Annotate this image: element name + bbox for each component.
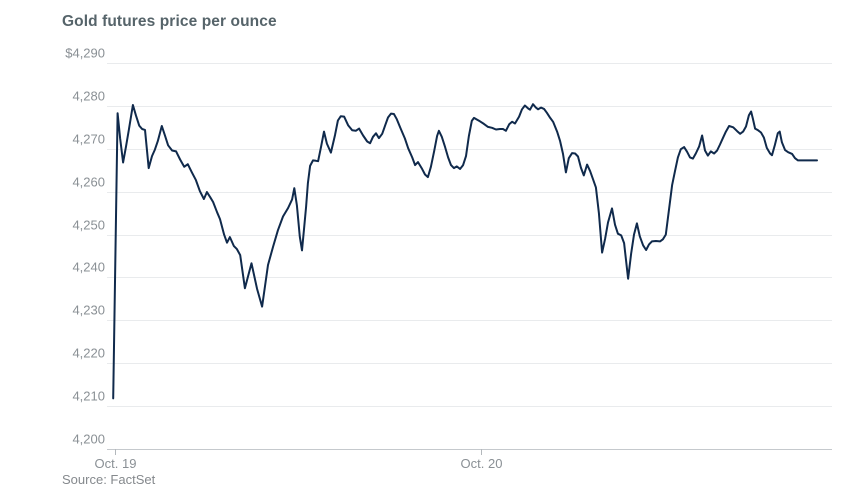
y-axis-label: 4,260 bbox=[72, 175, 105, 190]
y-axis-label: 4,280 bbox=[72, 89, 105, 104]
price-line bbox=[112, 103, 818, 400]
source-note: Source: FactSet bbox=[62, 472, 156, 487]
chart-title: Gold futures price per ounce bbox=[62, 13, 277, 30]
y-axis-label: 4,240 bbox=[72, 260, 105, 275]
x-axis-tick-label: Oct. 20 bbox=[461, 456, 503, 471]
y-axis-label: 4,270 bbox=[72, 132, 105, 147]
y-axis-label: $4,290 bbox=[65, 46, 105, 61]
y-axis-label: 4,210 bbox=[72, 389, 105, 404]
y-axis-label: 4,200 bbox=[72, 432, 105, 447]
y-axis-label: 4,230 bbox=[72, 303, 105, 318]
x-axis-tick-label: Oct. 19 bbox=[95, 456, 137, 471]
y-axis-label: 4,250 bbox=[72, 218, 105, 233]
y-axis-label: 4,220 bbox=[72, 346, 105, 361]
